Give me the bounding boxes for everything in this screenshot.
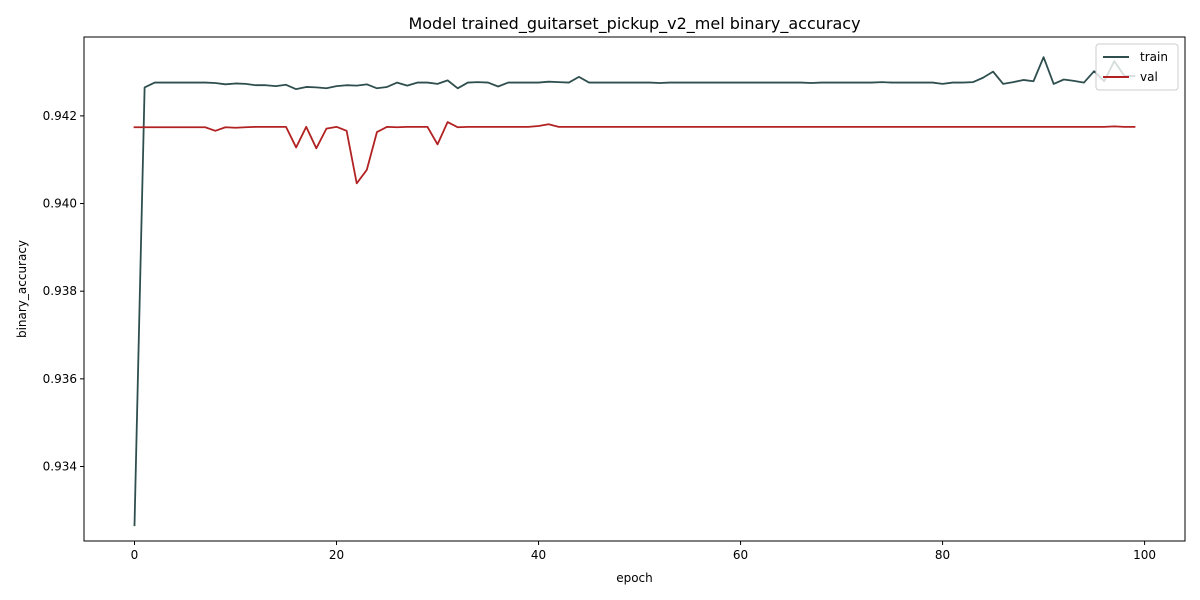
legend-frame [1095,43,1179,91]
y-axis-ticks: 0.934 0.936 0.938 0.940 0.942 [43,109,84,473]
series-layer [133,56,1136,527]
x-tick-label: 40 [531,548,546,562]
x-axis-ticks: 0 20 40 60 80 100 [131,541,1156,562]
y-tick-label: 0.934 [43,459,77,473]
legend-label-val: val [1140,70,1158,84]
x-tick-label: 80 [935,548,950,562]
series-line-train [133,56,1136,527]
x-tick-label: 100 [1133,548,1156,562]
y-tick-label: 0.940 [43,197,77,211]
series-line-val [133,121,1136,185]
x-tick-label: 60 [733,548,748,562]
y-tick-label: 0.942 [43,109,77,123]
x-axis-label: epoch [616,571,653,585]
legend: train val [1095,43,1179,91]
chart-title: Model trained_guitarset_pickup_v2_mel bi… [408,14,860,34]
x-tick-label: 0 [131,548,139,562]
legend-label-train: train [1140,50,1168,64]
y-axis-label: binary_accuracy [15,240,29,338]
plot-area [83,36,1186,542]
y-tick-label: 0.938 [43,284,77,298]
axes-frame [83,36,1186,542]
y-tick-label: 0.936 [43,372,77,386]
x-tick-label: 20 [329,548,344,562]
